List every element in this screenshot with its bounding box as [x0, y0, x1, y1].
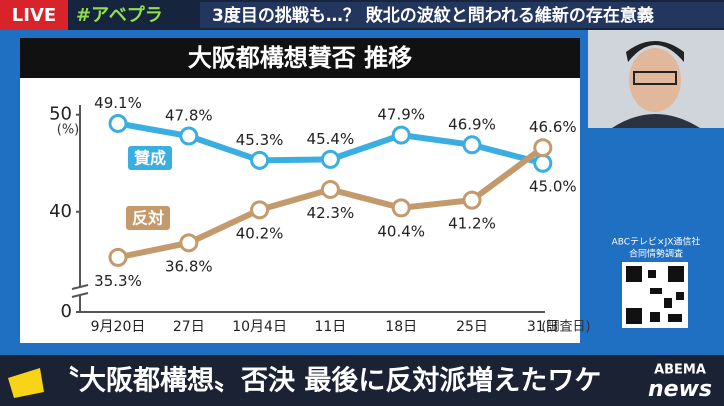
- headline-box: [200, 2, 724, 28]
- value-label: 42.3%: [307, 204, 355, 222]
- point: [462, 135, 482, 155]
- x-tick-label: 25日: [456, 319, 488, 335]
- x-axis-label: (調査日): [541, 320, 590, 335]
- axis-break-mark: [71, 284, 89, 298]
- x-tick-label: 10月4日: [232, 319, 287, 335]
- point: [320, 149, 340, 169]
- logo-bottom: news: [648, 377, 712, 402]
- source-sub: 合同情勢調査: [629, 248, 683, 260]
- headline: 3度目の挑戦も…？ 敗北の波紋と問われる維新の存在意義: [212, 5, 654, 26]
- value-label: 49.1%: [94, 94, 142, 112]
- plot: 0 40 50 9月20日 27日 10月4日 11日 18日 25日 31日 49.1% 47.8%…: [49, 94, 577, 335]
- chart-title: 大阪都構想賛否 推移: [188, 44, 412, 72]
- point: [391, 125, 411, 145]
- value-label: 47.9%: [377, 106, 425, 124]
- legend-box: [128, 146, 172, 170]
- x-tick-label: 27日: [173, 319, 205, 335]
- x-tick-label: 9月20日: [91, 319, 146, 335]
- x-tick-label: 31日: [527, 319, 559, 335]
- live-box: [0, 0, 68, 30]
- point: [391, 198, 411, 218]
- caption-bar: [0, 355, 724, 406]
- point: [108, 113, 128, 133]
- qr-pattern: [626, 266, 684, 324]
- point: [179, 233, 199, 253]
- legend-box: [126, 206, 170, 230]
- y-axis-label: (%): [57, 123, 80, 138]
- caption: 〝大阪都構想〟否決 最後に反対派増えたワケ: [52, 365, 601, 397]
- plot-area: [20, 78, 580, 343]
- person-body: [612, 114, 700, 128]
- hashtag: #アベプラ: [76, 4, 163, 26]
- source: ABCテレビ×JX通信社: [612, 236, 701, 248]
- logo-top: ABEMA: [654, 363, 706, 378]
- person-face: [629, 48, 681, 112]
- point: [250, 150, 270, 170]
- person-glasses: [633, 71, 677, 85]
- value-label: 45.4%: [307, 130, 355, 148]
- point: [179, 126, 199, 146]
- y-tick-label: 50: [49, 104, 72, 125]
- x-tick-label: 18日: [385, 319, 417, 335]
- legend-label: 反対: [132, 209, 164, 228]
- value-label: 46.9%: [448, 115, 496, 133]
- chart-title-bar: [20, 38, 580, 78]
- value-label: 35.3%: [94, 272, 142, 290]
- value-label: 41.2%: [448, 215, 496, 233]
- point: [462, 190, 482, 210]
- axis-break-gap: [72, 287, 88, 295]
- y-tick-label: 0: [61, 301, 72, 322]
- legend-label: 賛成: [134, 149, 166, 168]
- point: [533, 153, 553, 173]
- value-label: 45.3%: [236, 131, 284, 149]
- caption-icon: [8, 368, 44, 398]
- x-tick-label: 11日: [314, 319, 346, 335]
- person-hair: [626, 41, 684, 62]
- y-tick-label: 40: [49, 201, 72, 222]
- value-label: 47.8%: [165, 107, 213, 125]
- value-label: 45.0%: [529, 178, 577, 196]
- point: [320, 179, 340, 199]
- value-label: 40.2%: [236, 224, 284, 242]
- live-label: LIVE: [12, 5, 56, 26]
- value-label: 40.4%: [377, 222, 425, 240]
- point: [533, 138, 553, 158]
- value-label: 46.6%: [529, 118, 577, 136]
- point: [108, 247, 128, 267]
- point: [250, 200, 270, 220]
- value-label: 36.8%: [165, 257, 213, 275]
